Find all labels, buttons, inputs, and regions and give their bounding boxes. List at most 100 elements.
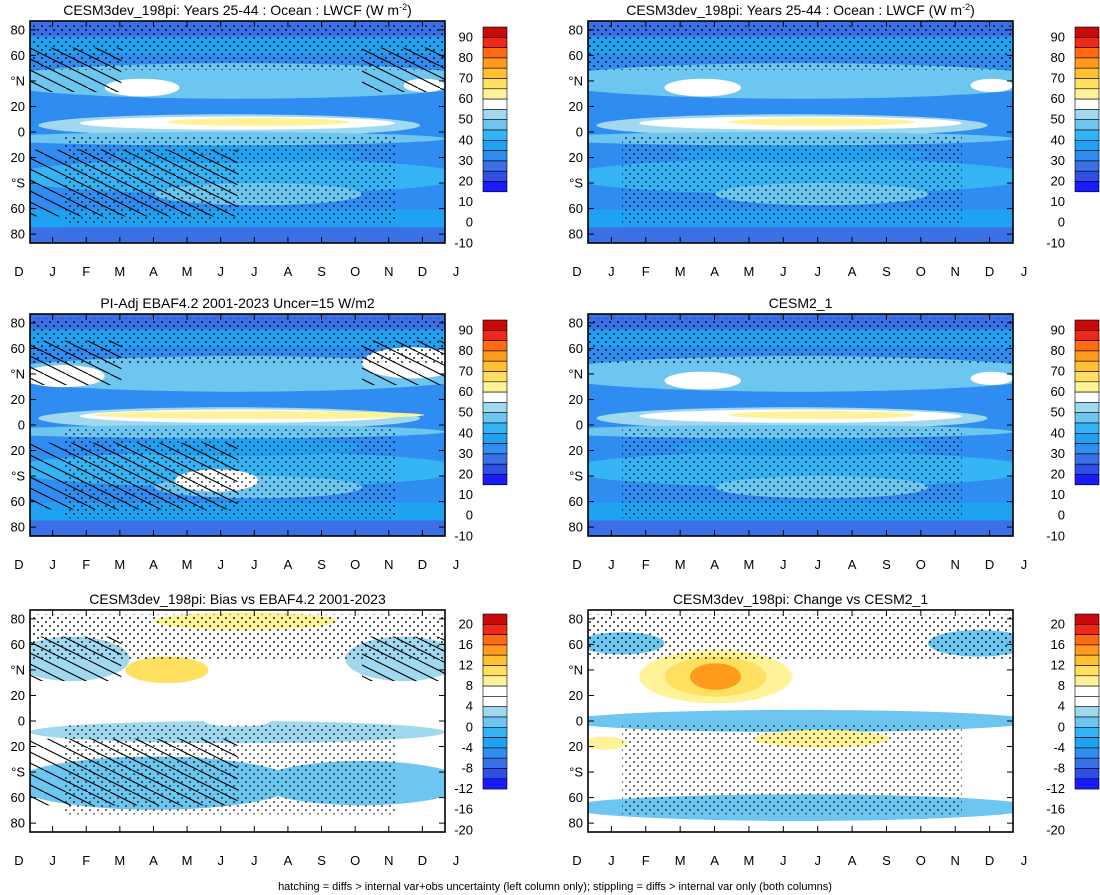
p6-colorbar-label: -4 (1053, 740, 1065, 755)
p3-colorbar-label: -10 (454, 528, 473, 543)
p4-y-tick-label: °N (568, 366, 583, 381)
p6-y-tick-label: 80 (569, 816, 583, 831)
p3-colorbar-label: 20 (459, 467, 473, 482)
p1-y-tick-label: °S (11, 176, 25, 191)
p2-y-tick-label: °N (568, 73, 583, 88)
p5-colorbar-label: -8 (461, 761, 473, 776)
p1-hatching (30, 47, 122, 93)
p2-colorbar-swatch (1074, 140, 1100, 151)
p6-colorbar-swatch (1074, 675, 1100, 687)
p1-colorbar-swatch (482, 160, 508, 172)
p2-stippling (622, 136, 962, 226)
p3-colorbar-swatch (482, 360, 508, 372)
p6-colorbar-swatch (1074, 634, 1100, 646)
p5-colorbar-label: -4 (461, 740, 473, 755)
p5-colorbar-swatch (482, 685, 508, 697)
p5-x-tick-label: O (350, 853, 360, 868)
p5-colorbar-label: 12 (459, 658, 473, 673)
p6-x-tick-label: J (1021, 853, 1028, 868)
p5-y-tick-label: °S (11, 765, 25, 780)
p1-hatching (362, 47, 445, 93)
panel-p1: CESM3dev_198pi: Years 25-44 : Ocean : LW… (10, 2, 508, 279)
p1-colorbar-swatch (482, 78, 508, 90)
p4-colorbar-label: 0 (1058, 508, 1065, 523)
p6-x-tick-label: D (572, 853, 581, 868)
p5-x-tick-label: A (149, 853, 158, 868)
p2-colorbar-label: 60 (1051, 91, 1065, 106)
p6-y-tick-label: 80 (569, 611, 583, 626)
p2-colorbar-swatch (1074, 98, 1100, 110)
p2-x-tick-label: A (848, 264, 857, 279)
p2-x-tick-label: N (951, 264, 960, 279)
p1-x-tick-label: J (49, 264, 56, 279)
p4-x-tick-label: O (916, 557, 926, 572)
p1-x-tick-label: F (82, 264, 90, 279)
p4-colorbar-swatch (1074, 371, 1100, 383)
p2-y-tick-label: 0 (576, 125, 583, 140)
p3-colorbar-label: 50 (459, 405, 473, 420)
p6-x-tick-label: N (951, 853, 960, 868)
p1-x-tick-label: J (453, 264, 460, 279)
p4-colorbar-swatch (1074, 391, 1100, 403)
p5-colorbar-swatch (482, 706, 508, 718)
p2-x-tick-label: J (780, 264, 787, 279)
p1-colorbar: 90 80 70 60 50 40 30 20 10 0 -10 (454, 26, 508, 250)
p4-x-tick-label: A (710, 557, 719, 572)
p5-x-tick-label: J (251, 853, 258, 868)
p1-colorbar-label: 10 (459, 194, 473, 209)
p2-colorbar-swatch (1074, 47, 1100, 59)
p3-colorbar-swatch (482, 422, 508, 434)
p4-x-tick-label: F (642, 557, 650, 572)
p5-x-tick-label: F (82, 853, 90, 868)
p6-colorbar-label: 12 (1051, 658, 1065, 673)
p6-colorbar-swatch (1074, 768, 1100, 780)
p5-x-tick-label: D (418, 853, 427, 868)
p2-colorbar-swatch (1074, 57, 1100, 69)
p3-x-tick-label: M (182, 557, 193, 572)
p5-hatching (362, 636, 445, 682)
p6-colorbar-label: -16 (1046, 802, 1065, 817)
p4-x-tick-label: D (985, 557, 994, 572)
p3-x-tick-label: J (49, 557, 56, 572)
p6-colorbar-swatch (1074, 613, 1100, 625)
footer-note: hatching = diffs > internal var+obs unce… (278, 881, 832, 893)
p2-colorbar-swatch (1074, 88, 1100, 100)
p6-colorbar-label: 16 (1051, 637, 1065, 652)
p6-x-tick-label: J (780, 853, 787, 868)
p2-colorbar-label: 50 (1051, 112, 1065, 127)
p6-colorbar-swatch (1074, 685, 1100, 697)
p4-x-tick-label: S (882, 557, 891, 572)
p5-x-tick-label: M (114, 853, 125, 868)
p5-colorbar: 20 16 12 8 4 0 -4 -8 -12 -16 -20 (454, 613, 508, 837)
p3-x-tick-label: D (14, 557, 23, 572)
p1-x-tick-label: J (217, 264, 224, 279)
p4-colorbar-swatch (1074, 443, 1100, 455)
p1-colorbar-swatch (482, 67, 508, 79)
p5-colorbar-swatch (482, 778, 508, 790)
p4-colorbar-label: 10 (1051, 487, 1065, 502)
p1-x-tick-label: O (350, 264, 360, 279)
p6-colorbar-swatch (1074, 654, 1100, 666)
p3-colorbar-label: 90 (459, 322, 473, 337)
p4-colorbar-swatch (1074, 463, 1100, 475)
p5-colorbar-label: -12 (454, 781, 473, 796)
p1-x-tick-label: N (384, 264, 393, 279)
p6-x-tick-label: A (710, 853, 719, 868)
p3-y-tick-label: °N (10, 366, 25, 381)
p3-colorbar-swatch (482, 371, 508, 383)
p3-colorbar-swatch (482, 319, 508, 331)
p5-x-tick-label: J (453, 853, 460, 868)
p6-stippling (588, 614, 1013, 659)
p4-colorbar-swatch (1074, 340, 1100, 352)
p5-y-tick-label: 80 (11, 611, 25, 626)
p2-colorbar-swatch (1074, 67, 1100, 79)
p6-colorbar-label: 20 (1051, 616, 1065, 631)
p4-y-tick-label: 60 (569, 494, 583, 509)
p4-x-tick-label: J (1021, 557, 1028, 572)
p5-x-tick-label: A (284, 853, 293, 868)
p3-colorbar-label: 60 (459, 384, 473, 399)
p1-colorbar-swatch (482, 129, 508, 141)
p3-x-tick-label: F (82, 557, 90, 572)
p6-colorbar-swatch (1074, 778, 1100, 790)
p1-colorbar-swatch (482, 170, 508, 182)
